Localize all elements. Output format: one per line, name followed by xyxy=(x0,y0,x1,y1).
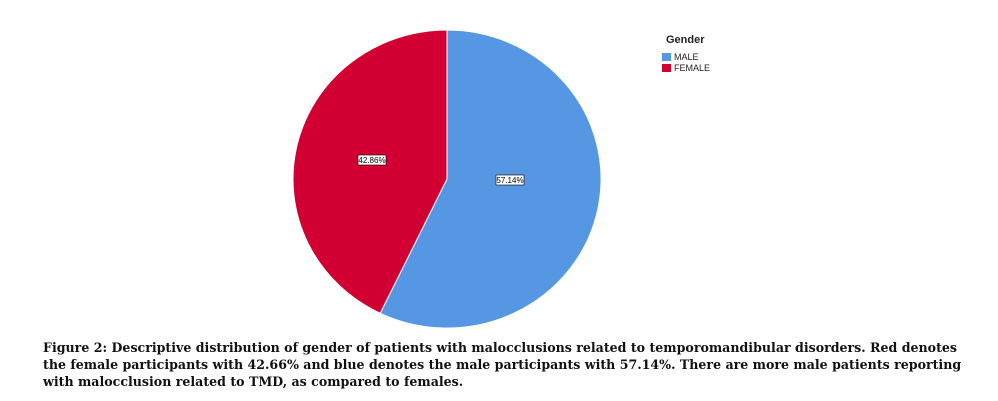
data-label-box-female xyxy=(357,154,387,166)
legend-item-male: MALE xyxy=(662,51,710,62)
data-label-male: 57.14% xyxy=(495,174,525,186)
pie-slice-female xyxy=(292,29,448,314)
legend: Gender MALE FEMALE xyxy=(662,34,710,73)
data-label-text-female: 42.86% xyxy=(358,156,385,165)
legend-title: Gender xyxy=(666,34,705,46)
data-label-text-male: 57.14% xyxy=(496,176,523,185)
data-label-female: 42.86% xyxy=(357,154,387,166)
legend-label-male: MALE xyxy=(674,51,699,62)
pie-slice-male xyxy=(379,29,602,329)
legend-label-female: FEMALE xyxy=(674,62,711,73)
figure-caption: Figure 2: Descriptive distribution of ge… xyxy=(43,340,962,389)
legend-item-female: FEMALE xyxy=(662,62,710,73)
data-label-box-male xyxy=(495,174,525,186)
legend-swatch-male xyxy=(662,52,671,61)
legend-swatch-female xyxy=(662,63,671,72)
